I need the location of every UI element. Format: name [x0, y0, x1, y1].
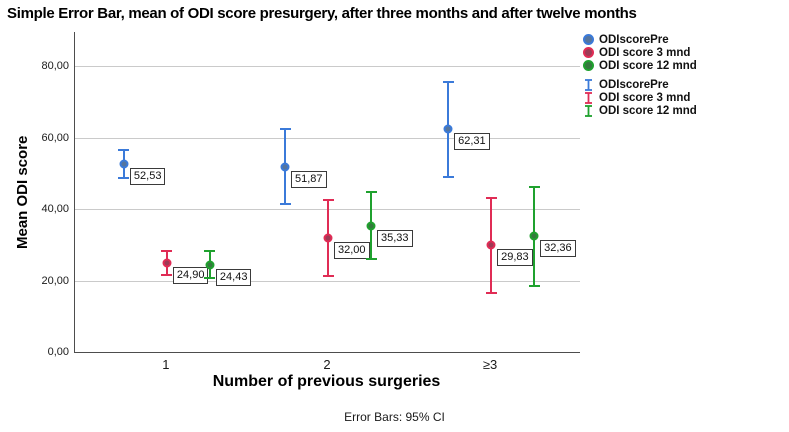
- errorbar-legend-icon: [582, 104, 595, 117]
- mean-point-marker: [119, 159, 129, 169]
- y-tick-label: 40,00: [41, 203, 69, 215]
- legend-item-label: ODI score 12 mnd: [599, 59, 697, 72]
- marker-legend-icon: [582, 34, 595, 45]
- mean-value-label: 29,83: [497, 249, 533, 267]
- legend-item-label: ODIscorePre: [599, 78, 669, 91]
- error-bar-cap-top: [118, 149, 130, 152]
- legend-item-label: ODI score 3 mnd: [599, 91, 691, 104]
- mean-point-marker: [366, 221, 376, 231]
- gridline: [75, 66, 580, 67]
- legend: ODIscorePre ODI score 3 mnd ODI score 12 m…: [582, 33, 697, 117]
- plot-area: 52,53 51,87 62,31 24,90 32,00 29,83 24,43 35,33…: [74, 32, 580, 353]
- circle-icon: [583, 47, 594, 58]
- errorbar-legend-icon: [582, 91, 595, 104]
- mean-point-marker: [162, 258, 172, 268]
- mean-value-label: 24,90: [172, 266, 209, 284]
- error-bar-cap-top: [442, 80, 454, 83]
- mean-value-label: 32,36: [540, 240, 576, 258]
- legend-item-label: ODIscorePre: [599, 33, 669, 46]
- mean-point-marker: [323, 233, 333, 243]
- mean-value-label: 52,53: [129, 168, 166, 186]
- y-tick-label: 0,00: [47, 346, 69, 358]
- circle-icon: [583, 60, 594, 71]
- y-axis-title: Mean ODI score: [14, 135, 31, 249]
- x-tick-label: 2: [323, 357, 331, 372]
- mean-point-marker: [280, 162, 290, 172]
- error-bar-cap-top: [161, 249, 173, 252]
- mean-point-marker: [486, 240, 496, 250]
- errorbar-footnote: Error Bars: 95% CI: [344, 410, 445, 424]
- x-tick-label: 1: [162, 357, 170, 372]
- error-bar-cap-bottom: [528, 284, 540, 287]
- error-bar-cap-top: [365, 191, 377, 194]
- mean-value-label: 35,33: [377, 229, 413, 247]
- mean-point-marker: [443, 124, 453, 134]
- x-axis-title: Number of previous surgeries: [212, 373, 441, 390]
- error-bar-cap-top: [322, 198, 334, 201]
- legend-item-errorbar: ODI score 3 mnd: [582, 91, 697, 104]
- error-bar-cap-bottom: [279, 203, 291, 206]
- error-bar-cap-bottom: [322, 274, 334, 277]
- legend-item-marker: ODI score 12 mnd: [582, 59, 697, 72]
- mean-point-marker: [205, 260, 215, 270]
- mean-value-label: 62,31: [454, 133, 490, 151]
- y-tick-label: 60,00: [41, 131, 69, 144]
- error-bar-cap-top: [485, 196, 497, 199]
- error-bar-cap-bottom: [485, 291, 497, 294]
- error-bar-cap-bottom: [365, 258, 377, 261]
- error-bar-cap-bottom: [118, 177, 130, 180]
- gridline: [75, 280, 580, 282]
- error-bar-cap-top: [279, 127, 291, 130]
- circle-icon: [583, 34, 594, 45]
- legend-item-errorbar: ODIscorePre: [582, 78, 697, 91]
- chart-title: Simple Error Bar, mean of ODI score pres…: [7, 5, 637, 22]
- error-bar-cap-bottom: [442, 175, 454, 178]
- x-tick-label: ≥3: [482, 357, 498, 372]
- y-tick-label: 80,00: [41, 60, 69, 72]
- error-bar-cap-top: [204, 250, 216, 253]
- y-tick-label: 20,00: [41, 274, 69, 287]
- mean-point-marker: [529, 231, 539, 241]
- mean-value-label: 24,43: [215, 268, 252, 286]
- error-bar-cap-bottom: [204, 276, 216, 279]
- mean-value-label: 51,87: [291, 170, 327, 188]
- legend-item-marker: ODIscorePre: [582, 33, 697, 46]
- mean-value-label: 32,00: [334, 241, 370, 259]
- gridline: [75, 137, 580, 139]
- legend-item-label: ODI score 12 mnd: [599, 104, 697, 117]
- error-bar-cap-bottom: [161, 274, 173, 277]
- marker-legend-icon: [582, 47, 595, 58]
- legend-item-label: ODI score 3 mnd: [599, 46, 691, 59]
- legend-item-marker: ODI score 3 mnd: [582, 46, 697, 59]
- error-bar-cap-top: [528, 185, 540, 188]
- errorbar-legend-icon: [582, 78, 595, 91]
- legend-item-errorbar: ODI score 12 mnd: [582, 104, 697, 117]
- marker-legend-icon: [582, 60, 595, 71]
